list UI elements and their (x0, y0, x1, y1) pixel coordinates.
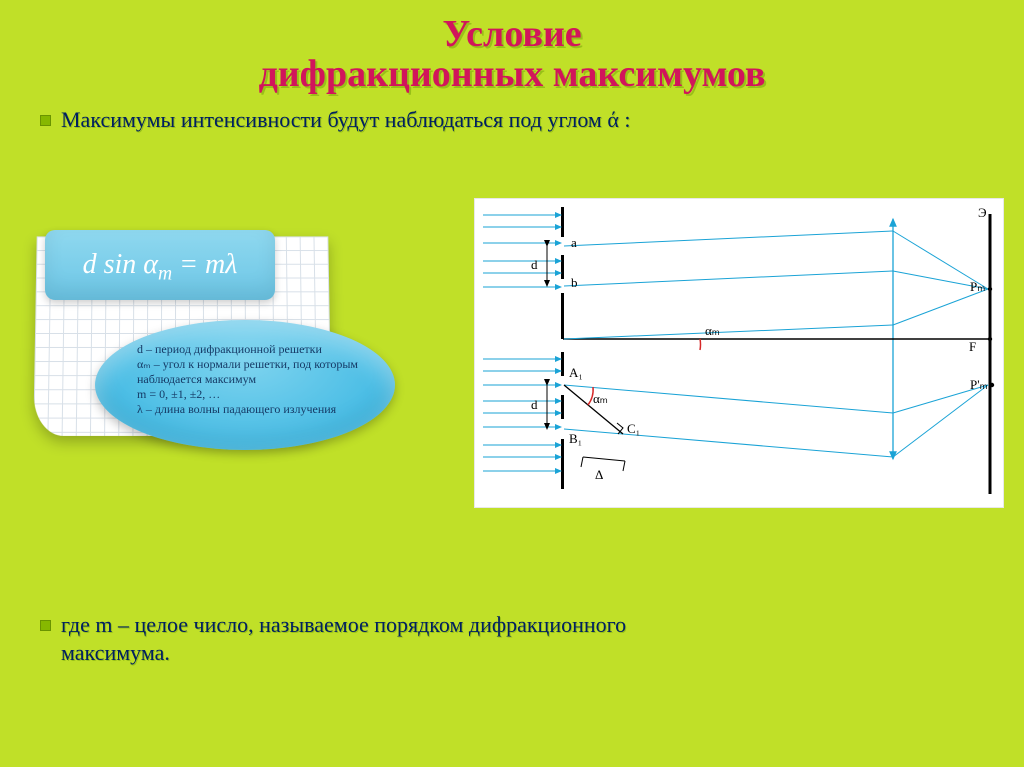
footer-row2: максимума. (40, 640, 940, 666)
footer-area: где m – целое число, называемое порядком… (40, 600, 940, 667)
lbl-B1: B₁ (569, 431, 582, 447)
lbl-screen: Э (978, 205, 987, 221)
formula-rhs: = mλ (172, 249, 237, 280)
footer-line1: где m – целое число, называемое порядком… (61, 612, 626, 638)
title-line2: дифракционных максимумов (0, 55, 1024, 95)
footer-row1: где m – целое число, называемое порядком… (40, 612, 940, 638)
lbl-C1: C₁ (627, 421, 640, 437)
lbl-a: a (571, 235, 577, 251)
lbl-d1: d (531, 257, 538, 273)
subtitle-text: Максимумы интенсивности будут наблюдатьс… (61, 107, 630, 133)
bullet-icon (40, 115, 51, 126)
lbl-A1: A₁ (569, 365, 583, 381)
lbl-alpha2: αₘ (593, 391, 608, 407)
subtitle-row: Максимумы интенсивности будут наблюдатьс… (40, 107, 1024, 133)
lbl-F: F (969, 339, 976, 355)
bullet-icon (40, 620, 51, 631)
title-line1: Условие (0, 15, 1024, 55)
legend-item-2: наблюдается максимум (137, 372, 359, 387)
lbl-delta: Δ (595, 467, 603, 483)
legend-item-4: λ – длина волны падающего излучения (137, 402, 359, 417)
lbl-alpha1: αₘ (705, 323, 720, 339)
formula-lhs: d sin α (83, 249, 158, 280)
diffraction-diagram: a b d d A₁ B₁ C₁ αₘ αₘ Δ F Э Pₘ P'ₘ (474, 198, 1004, 508)
footer-line2: максимума. (61, 640, 170, 666)
lbl-d2: d (531, 397, 538, 413)
lbl-Pm: Pₘ (970, 279, 985, 295)
legend-item-0: d – период дифракционной решетки (137, 342, 359, 357)
lbl-Pm2: P'ₘ (970, 377, 988, 393)
legend-item-3: m = 0, ±1, ±2, … (137, 387, 359, 402)
legend-ellipse: d – период дифракционной решетки αₘ – уг… (95, 320, 395, 450)
lbl-b: b (571, 275, 578, 291)
formula-box: d sin αm = mλ (45, 230, 275, 300)
diagram-svg (475, 199, 1005, 509)
slide-title: Условие дифракционных максимумов (0, 0, 1024, 95)
legend-item-1: αₘ – угол к нормали решетки, под которым (137, 357, 359, 372)
formula-sub: m (158, 264, 172, 285)
